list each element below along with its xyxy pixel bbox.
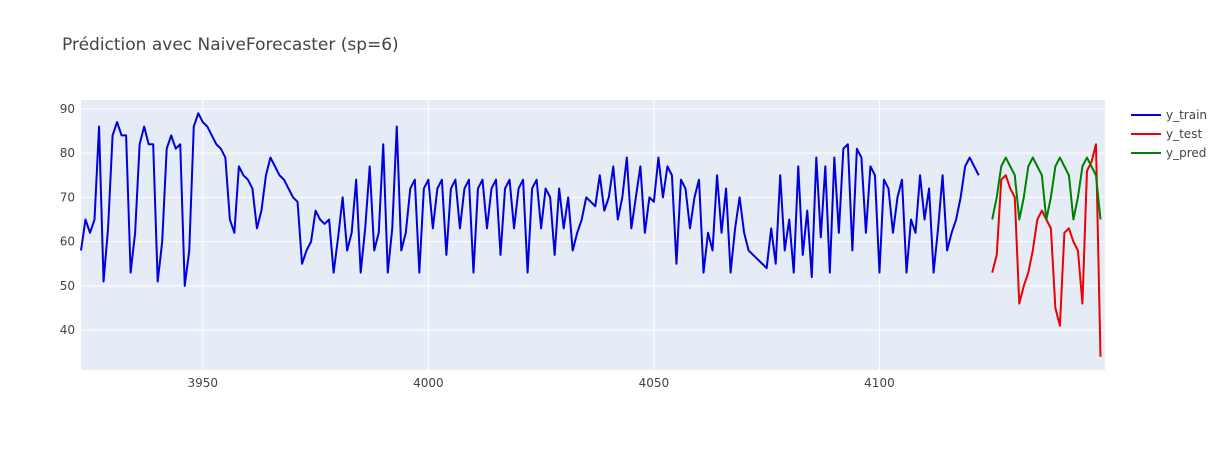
- series-line-y-pred: [991, 156, 1102, 221]
- y-tick-label: 60: [60, 235, 75, 249]
- x-tick-label: 3950: [188, 376, 219, 390]
- legend-label: y_test: [1166, 127, 1202, 141]
- y-tick-label: 80: [60, 146, 75, 160]
- legend-item-y-pred[interactable]: y_pred: [1131, 146, 1206, 160]
- legend-label: y_pred: [1166, 146, 1206, 160]
- plot-area: [81, 100, 1105, 370]
- grid: [81, 100, 1105, 370]
- x-tick-label: 4100: [864, 376, 895, 390]
- x-tick-label: 4050: [639, 376, 670, 390]
- legend-label: y_train: [1166, 108, 1207, 122]
- legend-item-y-train[interactable]: y_train: [1131, 108, 1207, 122]
- legend[interactable]: y_train y_test y_pred: [1131, 108, 1207, 160]
- x-tick-label: 4000: [413, 376, 444, 390]
- series-lines: [80, 112, 1102, 357]
- y-tick-label: 50: [60, 279, 75, 293]
- y-tick-label: 70: [60, 190, 75, 204]
- chart-title: Prédiction avec NaiveForecaster (sp=6): [62, 35, 399, 55]
- legend-item-y-test[interactable]: y_test: [1131, 127, 1202, 141]
- series-line-y-train: [80, 112, 980, 287]
- y-tick-label: 90: [60, 102, 75, 116]
- y-tick-label: 40: [60, 323, 75, 337]
